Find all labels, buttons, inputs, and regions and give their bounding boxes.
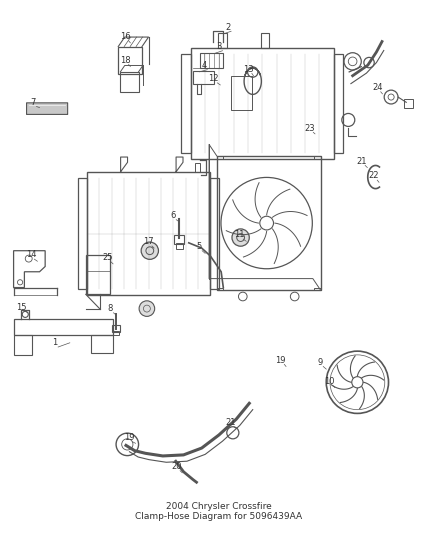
Bar — [113, 330, 119, 335]
Bar — [210, 178, 219, 289]
Text: 18: 18 — [120, 56, 131, 64]
Text: 19: 19 — [276, 356, 286, 365]
Bar — [231, 76, 252, 110]
Bar — [334, 54, 343, 153]
Bar — [404, 99, 413, 108]
Text: 11: 11 — [234, 230, 245, 239]
Bar — [217, 287, 223, 290]
Text: 20: 20 — [171, 462, 182, 471]
Text: 24: 24 — [372, 83, 382, 92]
Circle shape — [141, 242, 159, 260]
Bar — [14, 335, 32, 355]
Bar — [217, 156, 321, 290]
Bar — [118, 46, 142, 74]
Bar — [120, 72, 138, 92]
Text: 16: 16 — [120, 32, 131, 41]
Text: 7: 7 — [30, 98, 36, 107]
Text: 25: 25 — [102, 253, 113, 262]
Text: 13: 13 — [243, 64, 254, 74]
Bar — [314, 156, 321, 159]
Text: 3: 3 — [216, 42, 222, 51]
Bar — [112, 326, 120, 332]
Bar — [78, 178, 87, 289]
Circle shape — [232, 229, 249, 246]
Bar — [193, 71, 214, 84]
Bar — [87, 172, 210, 295]
Text: 19: 19 — [124, 433, 134, 442]
Bar — [176, 244, 183, 248]
Text: 9: 9 — [317, 358, 322, 367]
Bar — [191, 48, 334, 159]
Bar — [200, 53, 223, 68]
Bar — [314, 287, 321, 290]
Text: 21: 21 — [226, 418, 236, 427]
Text: 4: 4 — [201, 61, 206, 70]
Bar — [174, 235, 184, 245]
Text: 17: 17 — [143, 237, 154, 246]
Bar — [181, 54, 191, 153]
Text: 6: 6 — [170, 211, 175, 220]
Bar — [218, 34, 226, 48]
Text: 22: 22 — [368, 172, 379, 181]
Bar — [86, 255, 110, 294]
Text: 2: 2 — [225, 22, 230, 31]
FancyBboxPatch shape — [27, 103, 67, 115]
Text: 15: 15 — [17, 303, 27, 311]
Text: 8: 8 — [107, 304, 113, 313]
Bar — [92, 335, 113, 353]
Bar — [217, 156, 223, 159]
Text: 21: 21 — [357, 157, 367, 166]
Text: 1: 1 — [52, 338, 57, 348]
Bar — [14, 319, 113, 335]
Text: 12: 12 — [208, 74, 219, 83]
Circle shape — [139, 301, 155, 317]
Text: 10: 10 — [324, 377, 335, 386]
Bar — [195, 163, 201, 172]
Text: 23: 23 — [304, 124, 315, 133]
Text: 5: 5 — [196, 242, 201, 251]
Text: 14: 14 — [26, 251, 36, 260]
Text: 2004 Chrysler Crossfire
Clamp-Hose Diagram for 5096439AA: 2004 Chrysler Crossfire Clamp-Hose Diagr… — [135, 502, 303, 521]
Bar — [261, 34, 269, 48]
